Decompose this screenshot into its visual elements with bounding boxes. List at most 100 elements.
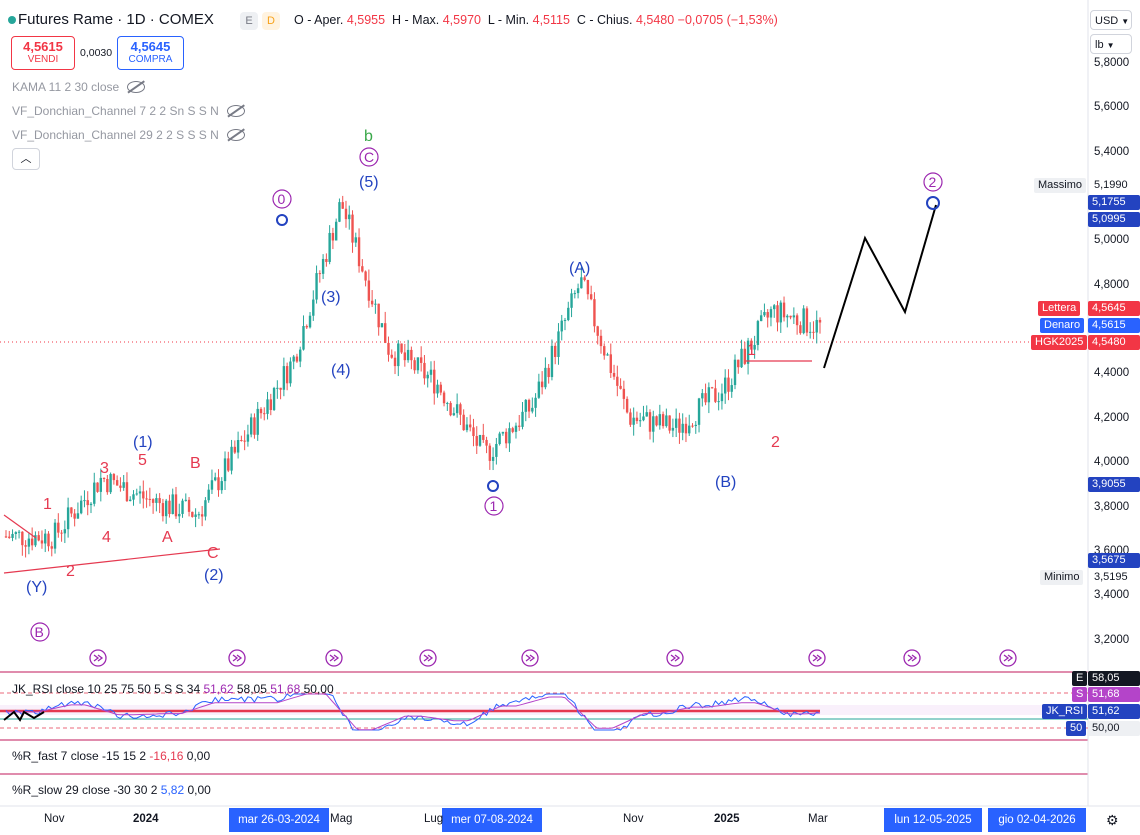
candle-body bbox=[681, 423, 684, 433]
arrow-icon bbox=[674, 654, 681, 662]
candle-body bbox=[73, 513, 76, 519]
candle-body bbox=[259, 408, 263, 414]
arrow-icon bbox=[232, 654, 239, 662]
badge-d[interactable]: D bbox=[262, 12, 280, 30]
candle-body bbox=[459, 404, 462, 415]
eye-hidden-icon[interactable] bbox=[127, 81, 146, 93]
arrow-icon bbox=[236, 654, 243, 662]
candle-body bbox=[586, 280, 590, 295]
rsi-tag: 50 bbox=[1066, 721, 1087, 736]
candle-body bbox=[308, 315, 312, 328]
wave-label: (Y) bbox=[26, 579, 47, 596]
event-icons[interactable] bbox=[89, 649, 1017, 667]
candle-body bbox=[674, 418, 678, 428]
candle-body bbox=[148, 498, 152, 500]
candle-body bbox=[645, 412, 648, 417]
eye-hidden-icon[interactable] bbox=[226, 105, 245, 117]
candle-body bbox=[540, 381, 544, 388]
candle-body bbox=[184, 499, 187, 501]
symbol-title[interactable]: Futures Rame · 1D · COMEX bbox=[8, 11, 214, 28]
indicator-kama[interactable]: KAMA 11 2 30 close bbox=[12, 80, 146, 94]
candle-body bbox=[485, 439, 488, 446]
sell-button[interactable]: 4,5615 VENDI bbox=[11, 36, 75, 70]
candle-body bbox=[53, 522, 57, 549]
candle-body bbox=[299, 349, 302, 362]
bid-value: 4,5615 bbox=[1088, 318, 1140, 333]
candle-body bbox=[164, 500, 168, 517]
chevron-down-icon: ▼ bbox=[1121, 17, 1130, 26]
candle-body bbox=[652, 416, 655, 432]
candle-body bbox=[606, 354, 609, 356]
y-tick: 4,0000 bbox=[1094, 456, 1130, 468]
gear-icon[interactable]: ⚙ bbox=[1106, 812, 1119, 828]
indicator-donchian-29[interactable]: VF_Donchian_Channel 29 2 2 S S S N bbox=[12, 128, 245, 142]
candle-body bbox=[433, 369, 436, 394]
candle-body bbox=[266, 399, 269, 414]
candle-body bbox=[210, 480, 214, 490]
candle-body bbox=[191, 511, 194, 517]
wave-label: 2 bbox=[771, 434, 780, 451]
rsi-title: JK_RSI close 10 25 75 50 5 S S 34 bbox=[12, 682, 201, 696]
candle-body bbox=[504, 431, 508, 444]
rfast-pane-title[interactable]: %R_fast 7 close -15 15 2 -16,16 0,00 bbox=[12, 749, 210, 763]
buy-button[interactable]: 4,5645 COMPRA bbox=[117, 36, 184, 70]
rsi-pane-title[interactable]: JK_RSI close 10 25 75 50 5 S S 34 51,62 … bbox=[12, 682, 334, 696]
wave-circle bbox=[359, 147, 379, 167]
candle-body bbox=[125, 482, 129, 502]
candle-body bbox=[321, 258, 325, 274]
candle-body bbox=[17, 531, 21, 533]
wave-label: (2) bbox=[204, 567, 224, 584]
candle-body bbox=[361, 266, 364, 272]
collapse-button[interactable]: ︿ bbox=[12, 148, 40, 170]
candle-body bbox=[214, 477, 217, 481]
wave-label: 2 bbox=[929, 174, 937, 190]
candle-body bbox=[727, 377, 730, 392]
sell-label: VENDI bbox=[27, 54, 59, 65]
candle-body bbox=[491, 456, 495, 461]
candle-body bbox=[563, 320, 567, 322]
wave-label: 5 bbox=[138, 452, 147, 469]
candle-body bbox=[158, 498, 161, 504]
eye-hidden-icon[interactable] bbox=[226, 129, 245, 141]
candle-body bbox=[37, 535, 40, 541]
candle-body bbox=[455, 404, 459, 414]
candle-body bbox=[625, 398, 629, 413]
candle-body bbox=[76, 513, 80, 519]
unit-select[interactable]: lb ▼ bbox=[1090, 34, 1132, 54]
candle-body bbox=[661, 414, 665, 427]
candle-body bbox=[292, 356, 295, 362]
rsi-value: 50,00 bbox=[303, 682, 334, 696]
candle-body bbox=[138, 491, 142, 494]
candle-body bbox=[423, 362, 426, 379]
arrow-icon bbox=[1007, 654, 1014, 662]
candle-body bbox=[410, 349, 413, 361]
ohlc-high-label: H - Max. bbox=[392, 13, 440, 27]
candle-body bbox=[387, 342, 390, 355]
rslow-pane-title[interactable]: %R_slow 29 close -30 30 2 5,82 0,00 bbox=[12, 783, 211, 797]
buy-price: 4,5645 bbox=[130, 39, 171, 54]
candle-body bbox=[233, 446, 237, 453]
candle-body bbox=[802, 308, 805, 334]
unit-label: lb bbox=[1095, 39, 1104, 51]
candle-body bbox=[331, 232, 335, 241]
arrow-icon bbox=[529, 654, 536, 662]
candle-body bbox=[240, 440, 243, 442]
badge-e[interactable]: E bbox=[240, 12, 258, 30]
ohlc-open-value: 4,5955 bbox=[346, 13, 386, 27]
candle-body bbox=[795, 315, 799, 326]
indicator-donchian-7[interactable]: VF_Donchian_Channel 7 2 2 Sn S S N bbox=[12, 104, 245, 118]
price-tag: 3,9055 bbox=[1088, 477, 1140, 492]
y-tick: 4,4000 bbox=[1094, 367, 1130, 379]
candle-body bbox=[763, 312, 766, 316]
candle-body bbox=[472, 427, 475, 437]
candle-body bbox=[96, 482, 99, 492]
max-tag: Massimo bbox=[1034, 178, 1087, 193]
candle-body bbox=[30, 538, 34, 546]
contract-tag: HGK2025 bbox=[1031, 335, 1088, 350]
candle-body bbox=[714, 388, 717, 402]
candle-body bbox=[57, 522, 60, 533]
candle-body bbox=[187, 499, 191, 512]
candle-body bbox=[40, 540, 44, 544]
currency-select[interactable]: USD ▼ bbox=[1090, 10, 1132, 30]
